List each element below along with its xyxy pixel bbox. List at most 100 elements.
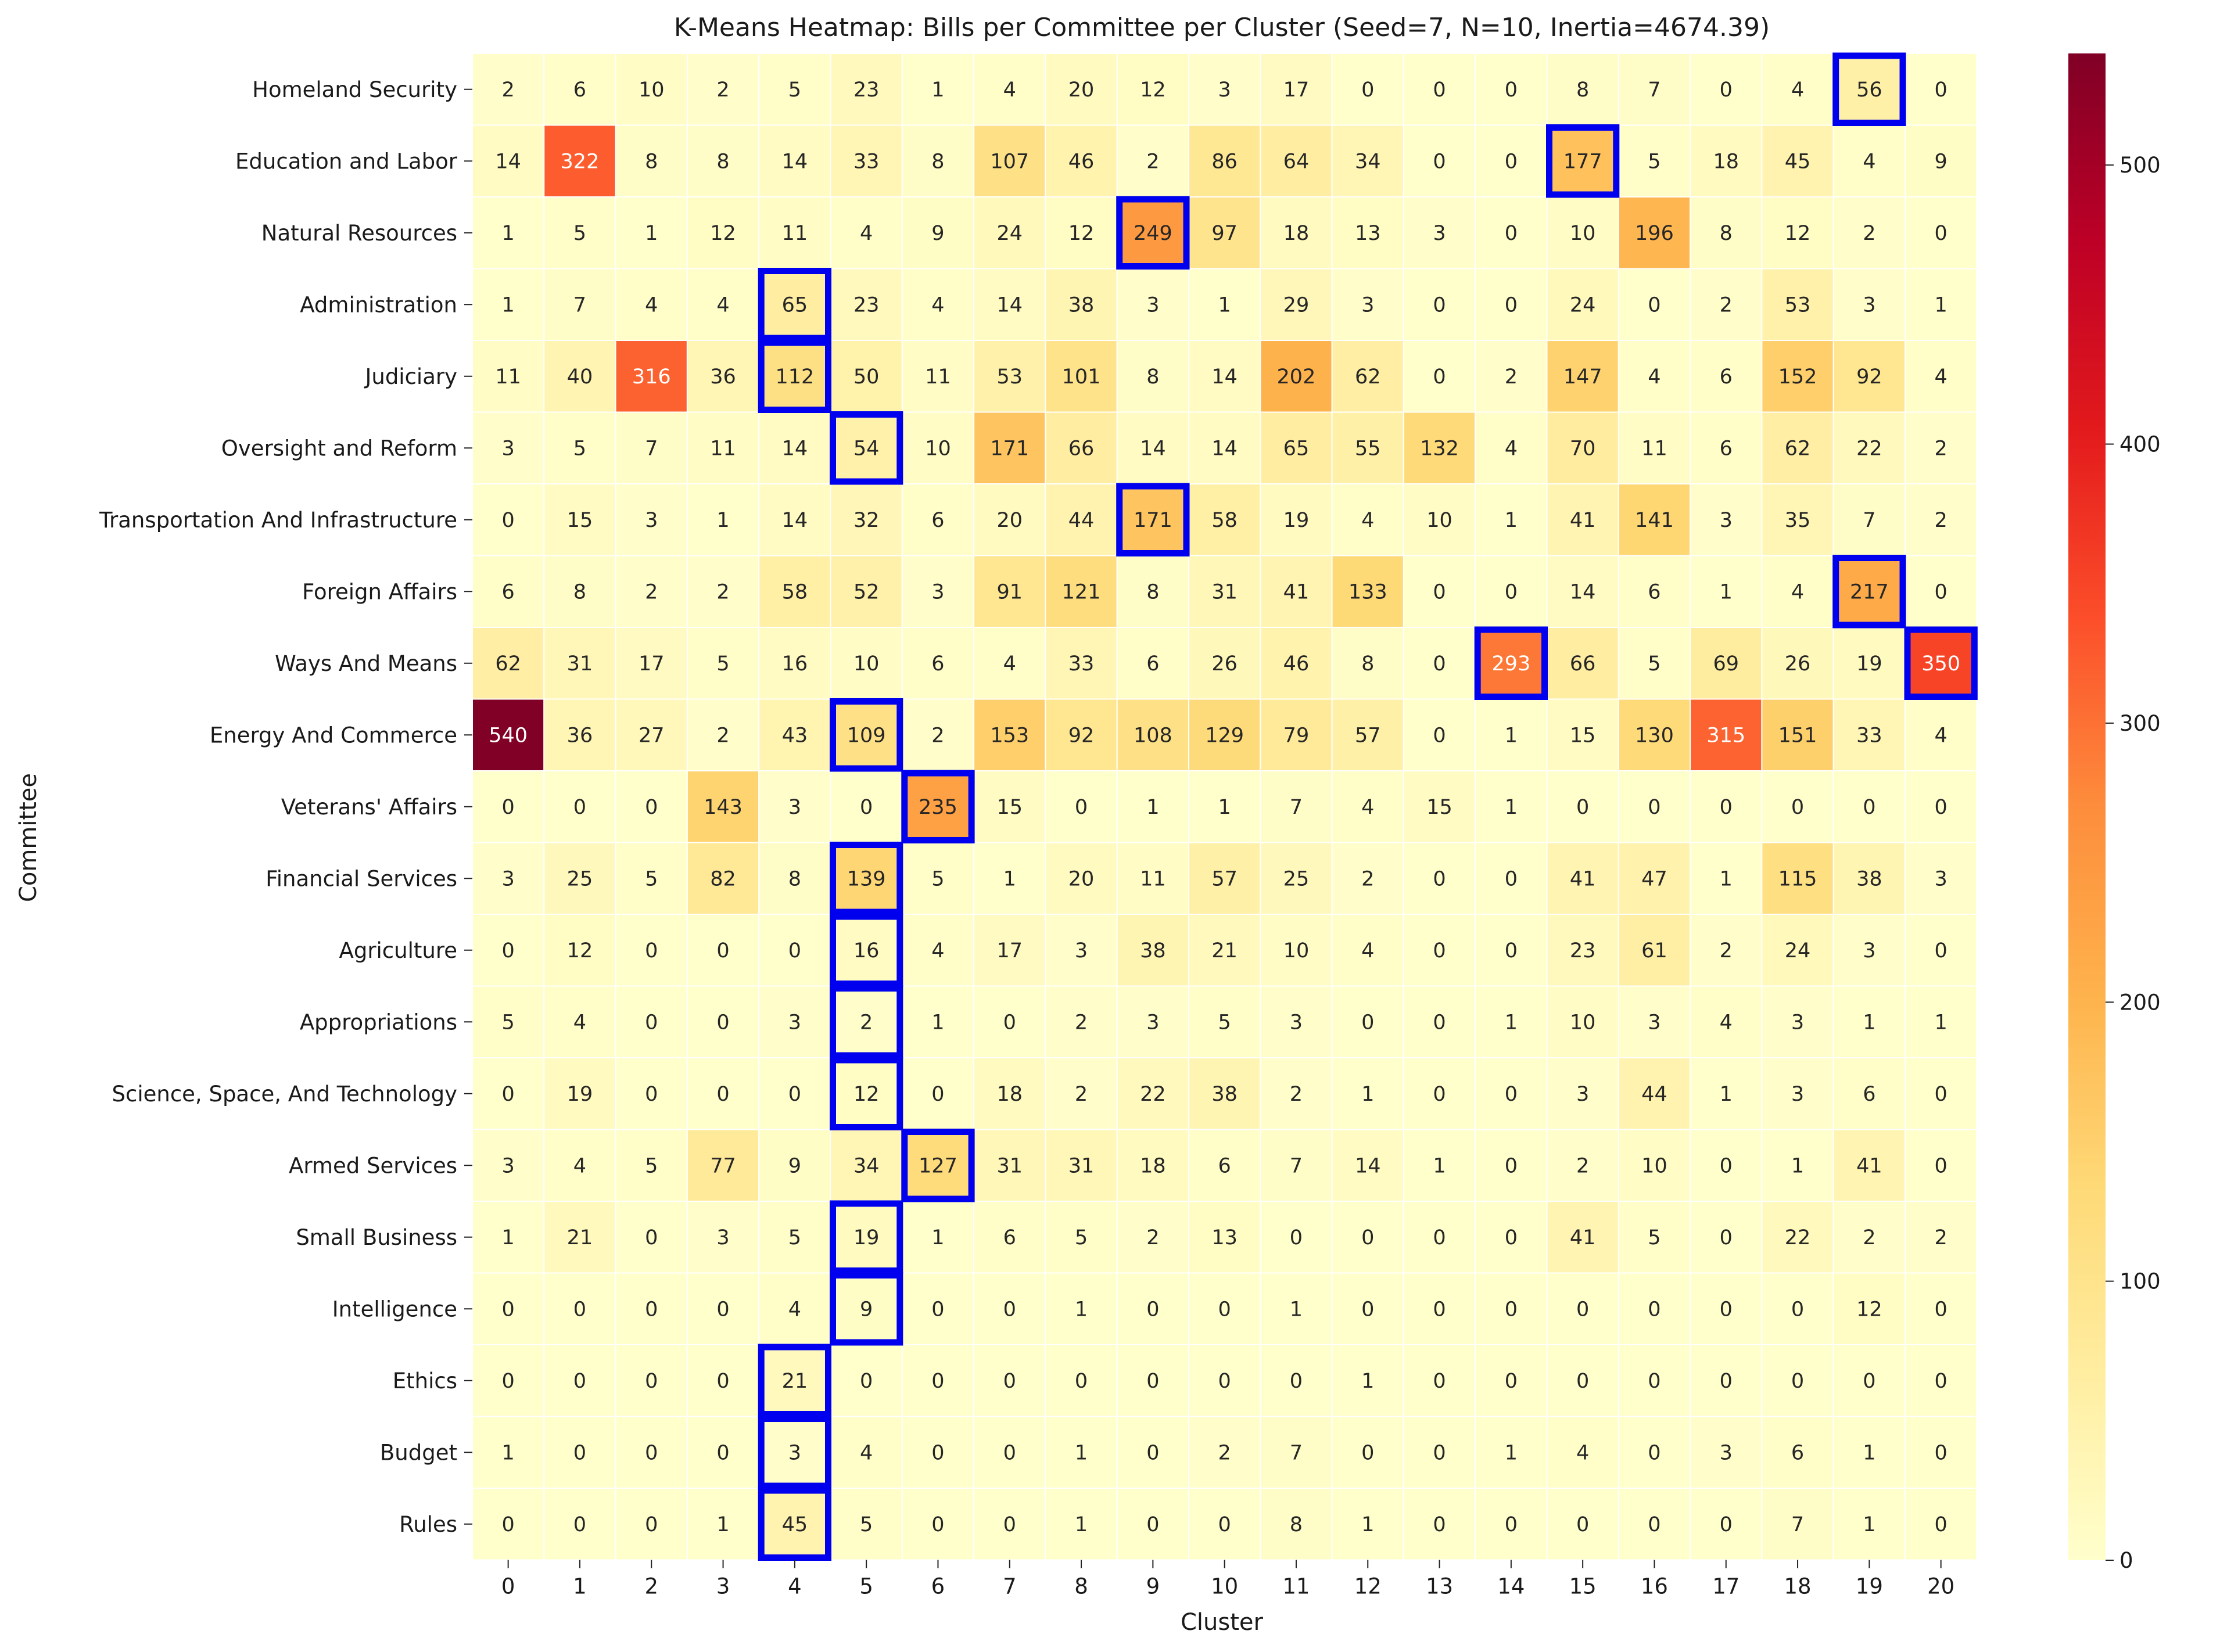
heatmap-cell	[1331, 698, 1404, 771]
heatmap-cell	[758, 627, 831, 700]
cell-value-label: 2	[1935, 509, 1948, 532]
cell-value-label: 0	[1003, 1298, 1016, 1321]
y-tick-label: Rules	[399, 1512, 457, 1537]
cell-value-label: 6	[1146, 652, 1159, 676]
cell-value-label: 0	[1361, 1226, 1374, 1249]
cell-value-label: 77	[710, 1154, 736, 1177]
cell-value-label: 2	[1720, 939, 1733, 963]
heatmap-cell	[1832, 1272, 1906, 1345]
heatmap-cell	[758, 1488, 831, 1561]
cell-value-label: 27	[639, 724, 665, 747]
cell-value-label: 8	[931, 150, 944, 173]
heatmap-cell	[1690, 842, 1763, 915]
heatmap-cell	[758, 1416, 831, 1489]
heatmap-cell	[543, 124, 616, 197]
cell-value-label: 13	[1211, 1226, 1238, 1249]
cell-value-label: 0	[1576, 1370, 1589, 1393]
cell-value-label: 1	[931, 1011, 944, 1034]
cell-value-label: 5	[645, 1154, 658, 1177]
cell-value-label: 7	[573, 293, 586, 317]
cell-value-label: 0	[860, 1370, 873, 1393]
cell-value-label: 19	[853, 1226, 880, 1249]
heatmap-cell	[973, 196, 1046, 270]
cell-value-label: 0	[1935, 939, 1948, 963]
heatmap-cell	[543, 196, 616, 270]
colorbar-tick-label: 400	[2119, 432, 2161, 457]
cell-value-label: 1	[502, 293, 515, 317]
heatmap-cell	[1188, 1272, 1261, 1345]
cell-value-label: 0	[1433, 867, 1446, 890]
cell-value-label: 0	[788, 1083, 801, 1106]
cell-value-label: 3	[1863, 293, 1875, 317]
colorbar-scale	[2068, 53, 2106, 1560]
heatmap-cell	[543, 340, 616, 413]
cell-value-label: 0	[1505, 1298, 1518, 1321]
heatmap-cell	[1116, 1057, 1189, 1130]
cell-value-label: 5	[1648, 1226, 1660, 1249]
colorbar-tick-label: 300	[2119, 711, 2161, 736]
cell-value-label: 6	[1218, 1154, 1231, 1177]
cell-value-label: 3	[502, 867, 515, 890]
cell-value-label: 12	[567, 939, 593, 963]
cell-value-label: 133	[1349, 580, 1387, 604]
heatmap-cell	[1761, 985, 1834, 1058]
heatmap-cell	[1475, 1272, 1548, 1345]
cell-value-label: 0	[502, 796, 515, 819]
cell-value-label: 1	[1505, 509, 1518, 532]
cell-value-label: 1	[1146, 796, 1159, 819]
heatmap-cell	[973, 627, 1046, 700]
heatmap-cell	[1188, 1488, 1261, 1561]
cell-value-label: 9	[788, 1154, 801, 1177]
highlight-box	[758, 339, 831, 413]
heatmap-cell	[1761, 1201, 1834, 1274]
x-axis-title: Cluster	[1181, 1609, 1264, 1636]
y-tick-label: Judiciary	[364, 364, 457, 389]
cell-value-label: 0	[1505, 78, 1518, 102]
heatmap-cell	[758, 1344, 831, 1417]
heatmap-cell	[543, 53, 616, 126]
cell-value-label: 0	[1433, 78, 1446, 102]
cell-value-label: 2	[1075, 1011, 1088, 1034]
heatmap-cell	[1618, 770, 1691, 843]
cell-value-label: 1	[1505, 796, 1518, 819]
cell-value-label: 3	[931, 580, 944, 604]
heatmap-cell	[686, 914, 760, 987]
cell-value-label: 1	[1935, 293, 1948, 317]
cell-value-label: 196	[1635, 222, 1674, 245]
cell-value-label: 1	[1863, 1441, 1875, 1464]
highlight-box	[830, 1057, 903, 1130]
cell-value-label: 0	[1218, 1513, 1231, 1536]
cell-value-label: 15	[1570, 724, 1596, 747]
cell-value-label: 0	[645, 796, 658, 819]
cell-value-label: 0	[931, 1370, 944, 1393]
heatmap-cell	[901, 483, 975, 556]
cell-value-label: 31	[567, 652, 593, 676]
cell-value-label: 151	[1778, 724, 1817, 747]
y-tick-label: Natural Resources	[261, 221, 457, 246]
x-tick-label: 11	[1282, 1574, 1310, 1599]
cell-value-label: 3	[788, 1441, 801, 1464]
cell-value-label: 40	[567, 365, 593, 389]
cell-value-label: 0	[1218, 1298, 1231, 1321]
heatmap-cell	[758, 340, 831, 413]
cell-value-label: 2	[716, 78, 729, 102]
heatmap-cell	[1260, 914, 1333, 987]
cell-value-label: 5	[645, 867, 658, 890]
cell-value-label: 7	[1290, 1154, 1303, 1177]
cell-value-label: 15	[996, 796, 1023, 819]
cell-value-label: 11	[925, 365, 951, 389]
cell-value-label: 115	[1778, 867, 1817, 890]
cell-value-label: 26	[1785, 652, 1811, 676]
heatmap-cell	[1690, 124, 1763, 197]
cell-value-label: 249	[1134, 222, 1172, 245]
x-tick-label: 13	[1426, 1574, 1453, 1599]
heatmap-cell	[472, 1416, 545, 1489]
cell-value-label: 0	[1935, 78, 1948, 102]
cell-value-label: 0	[1075, 796, 1088, 819]
cell-value-label: 0	[1648, 1441, 1660, 1464]
cell-value-label: 4	[1791, 580, 1804, 604]
cell-value-label: 2	[1075, 1083, 1088, 1106]
cell-value-label: 0	[1720, 1154, 1733, 1177]
heatmap-cell	[830, 268, 903, 341]
cell-value-label: 0	[1433, 724, 1446, 747]
